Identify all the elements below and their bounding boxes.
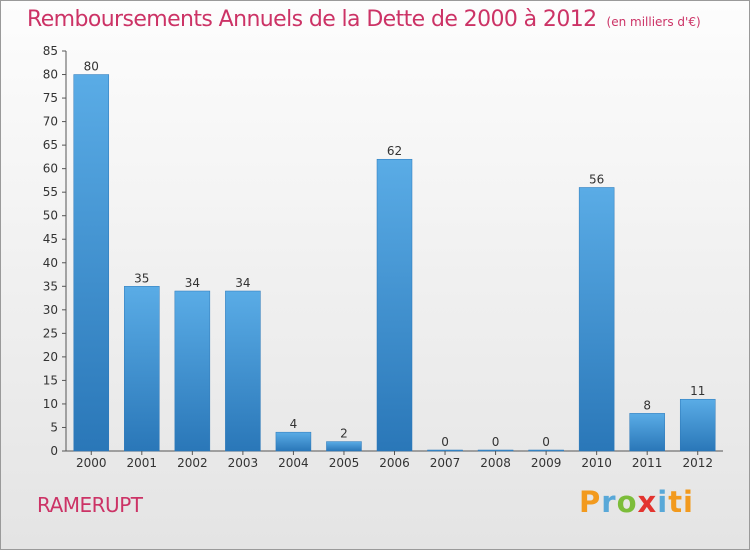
commune-name: RAMERUPT [37, 493, 143, 517]
y-tick-label: 35 [43, 279, 58, 293]
x-tick-label-2003: 2003 [228, 456, 259, 470]
y-tick-label: 55 [43, 185, 58, 199]
y-tick-label: 30 [43, 303, 58, 317]
data-label-2007: 0 [441, 435, 449, 449]
x-tick-label-2006: 2006 [379, 456, 410, 470]
chart-title-text: Remboursements Annuels de la Dette de 20… [27, 7, 597, 32]
data-label-2006: 62 [387, 144, 402, 158]
bar-2008 [477, 449, 514, 452]
bar-2003 [225, 290, 261, 452]
proxiti-logo: Proxiti [579, 485, 694, 519]
data-label-2010: 56 [589, 172, 604, 186]
data-label-2001: 35 [134, 271, 149, 285]
data-label-2008: 0 [492, 435, 500, 449]
x-tick-label-2010: 2010 [581, 456, 612, 470]
y-tick-label: 15 [43, 373, 58, 387]
bar-2006 [376, 158, 413, 452]
data-label-2009: 0 [542, 435, 550, 449]
y-tick-label: 70 [43, 115, 58, 129]
bar-2009 [528, 449, 564, 452]
x-tick-label-2000: 2000 [76, 456, 107, 470]
bar-2012 [679, 398, 716, 452]
x-tick-label-2004: 2004 [278, 456, 309, 470]
x-tick-label-2002: 2002 [177, 456, 208, 470]
unit-note: (en milliers d'€) [606, 15, 701, 29]
data-label-2004: 4 [290, 417, 298, 431]
y-tick-label: 50 [43, 209, 58, 223]
data-label-2012: 11 [690, 384, 705, 398]
data-label-2000: 80 [84, 60, 99, 74]
bar-2011 [629, 413, 665, 452]
y-tick-label: 60 [43, 162, 58, 176]
y-tick-label: 75 [43, 91, 58, 105]
x-tick-label-2001: 2001 [127, 456, 158, 470]
x-tick-label-2012: 2012 [682, 456, 713, 470]
y-tick-label: 40 [43, 256, 58, 270]
data-label-2011: 8 [643, 398, 651, 412]
bar-2000 [73, 74, 110, 452]
y-tick-label: 45 [43, 232, 58, 246]
y-tick-label: 10 [43, 397, 58, 411]
y-tick-label: 5 [50, 420, 58, 434]
bar-2007 [427, 449, 463, 452]
data-label-2005: 2 [340, 427, 348, 441]
y-tick-label: 80 [43, 68, 58, 82]
y-tick-label: 25 [43, 326, 58, 340]
y-tick-label: 85 [43, 44, 58, 58]
x-tick-label-2009: 2009 [531, 456, 562, 470]
x-tick-label-2008: 2008 [480, 456, 511, 470]
x-tick-label-2007: 2007 [430, 456, 461, 470]
x-tick-label-2011: 2011 [632, 456, 663, 470]
bar-2002 [174, 290, 211, 452]
y-tick-label: 65 [43, 138, 58, 152]
chart-title: Remboursements Annuels de la Dette de 20… [27, 7, 701, 32]
x-tick-label-2005: 2005 [329, 456, 360, 470]
data-label-2002: 34 [185, 276, 200, 290]
bar-2001 [124, 286, 160, 452]
bar-2010 [578, 187, 615, 452]
data-label-2003: 34 [235, 276, 250, 290]
y-tick-label: 0 [50, 444, 58, 458]
bar-2004 [275, 431, 312, 452]
bar-2005 [326, 441, 362, 452]
y-tick-label: 20 [43, 350, 58, 364]
